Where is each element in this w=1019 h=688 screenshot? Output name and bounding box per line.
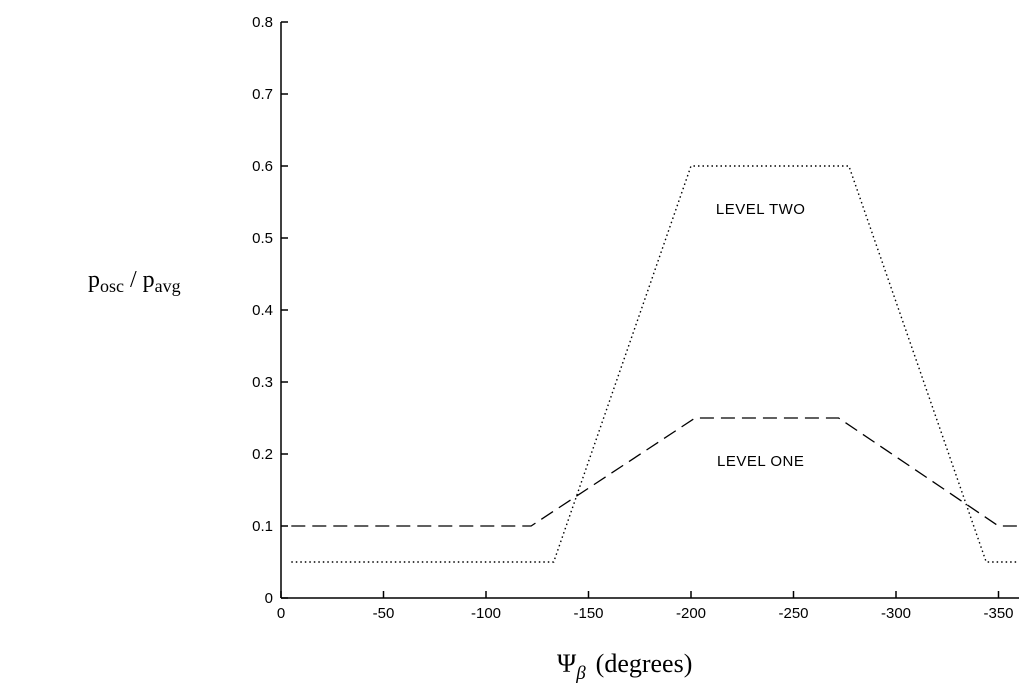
x-tick-label: 0 bbox=[277, 605, 285, 622]
x-label-symbol: Ψ bbox=[557, 649, 577, 678]
y-label-separator: / bbox=[124, 267, 143, 293]
y-tick-label: 0.8 bbox=[252, 14, 273, 31]
y-axis-label: posc / pavg bbox=[88, 267, 181, 296]
y-tick-label: 0 bbox=[265, 590, 273, 607]
y-tick-label: 0.4 bbox=[252, 302, 273, 319]
y-tick-label: 0.1 bbox=[252, 518, 273, 535]
x-tick-label: -300 bbox=[881, 605, 911, 622]
x-tick-label: -150 bbox=[573, 605, 603, 622]
x-tick-label: -100 bbox=[471, 605, 501, 622]
y-tick-label: 0.6 bbox=[252, 158, 273, 175]
x-tick-label: -350 bbox=[983, 605, 1013, 622]
axes bbox=[280, 22, 1019, 599]
y-tick-label: 0.5 bbox=[252, 230, 273, 247]
y-label-sub-a: osc bbox=[100, 276, 124, 296]
y-tick-label: 0.3 bbox=[252, 374, 273, 391]
x-tick-label: -50 bbox=[373, 605, 395, 622]
x-label-unit: (degrees) bbox=[596, 649, 693, 678]
y-tick-label: 0.2 bbox=[252, 446, 273, 463]
x-tick-label: -200 bbox=[676, 605, 706, 622]
y-label-sub-b: avg bbox=[155, 276, 181, 296]
x-label-sub: β bbox=[575, 663, 586, 684]
x-ticks: 0 -50 -100 -150 -200 -250 -300 -350 bbox=[277, 591, 1014, 622]
x-axis-label: Ψβ (degrees) bbox=[557, 649, 692, 684]
y-ticks: 0 0.1 0.2 0.3 0.4 0.5 0.6 0.7 0.8 bbox=[252, 14, 288, 607]
series-line-2 bbox=[291, 165, 1019, 563]
series-group bbox=[291, 165, 1019, 563]
annotation-label: LEVEL ONE bbox=[717, 453, 804, 470]
x-tick-label: -250 bbox=[778, 605, 808, 622]
y-tick-label: 0.7 bbox=[252, 86, 273, 103]
y-label-main-a: p bbox=[88, 267, 100, 293]
series-line-1 bbox=[291, 417, 1019, 527]
annotations-group: LEVEL TWO LEVEL ONE bbox=[716, 201, 806, 470]
y-label-main-b: p bbox=[143, 267, 155, 293]
annotation-label: LEVEL TWO bbox=[716, 201, 806, 218]
